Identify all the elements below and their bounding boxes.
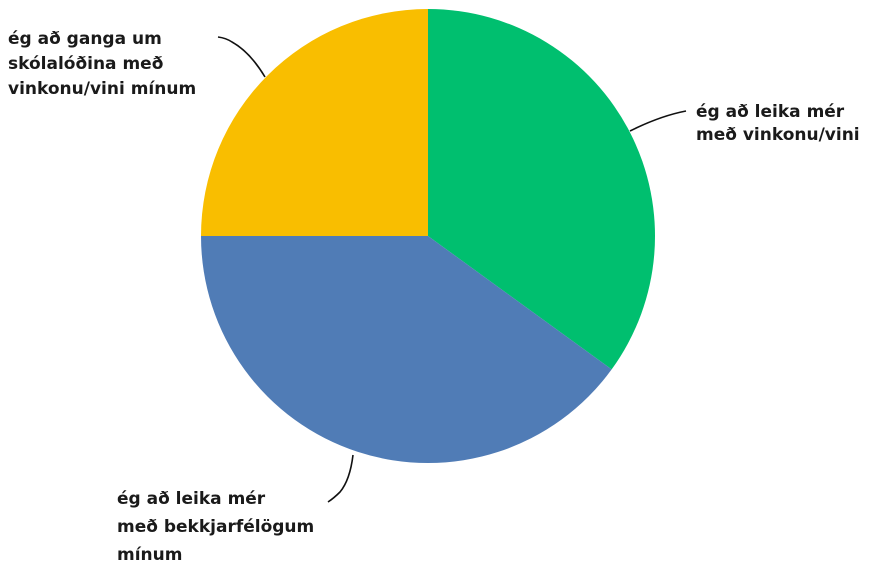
slice-label-1-line-2: með vinkonu/vini [696, 125, 860, 145]
slices-layer [201, 9, 656, 464]
slice-label-1-line-1: ég að leika mér [696, 102, 845, 122]
slice-label-2-line-2: með bekkjarfélögum [117, 517, 314, 537]
slice-label-3-line-1: ég að ganga um [8, 29, 162, 49]
slice-label-3-line-2: skólalóðina með [8, 54, 163, 74]
slice-label-2-line-1: ég að leika mér [117, 489, 266, 509]
slice-label-1: ég að leika mér með vinkonu/vini [696, 102, 860, 145]
leader-line-3 [217, 36, 266, 78]
slice-label-3: ég að ganga um skólalóðina með vinkonu/vin… [8, 29, 196, 99]
slice-label-2: ég að leika mér með bekkjarfélögum mínum [117, 489, 314, 565]
pie-slice-3 [201, 9, 428, 236]
slice-label-2-line-3: mínum [117, 545, 182, 565]
leader-line-2 [327, 454, 354, 503]
slice-label-3-line-3: vinkonu/vini mínum [8, 79, 196, 99]
pie-slice-1 [428, 9, 656, 370]
leader-line-1 [629, 110, 687, 132]
pie-slice-2 [201, 236, 612, 464]
leader-lines-layer [217, 36, 687, 503]
